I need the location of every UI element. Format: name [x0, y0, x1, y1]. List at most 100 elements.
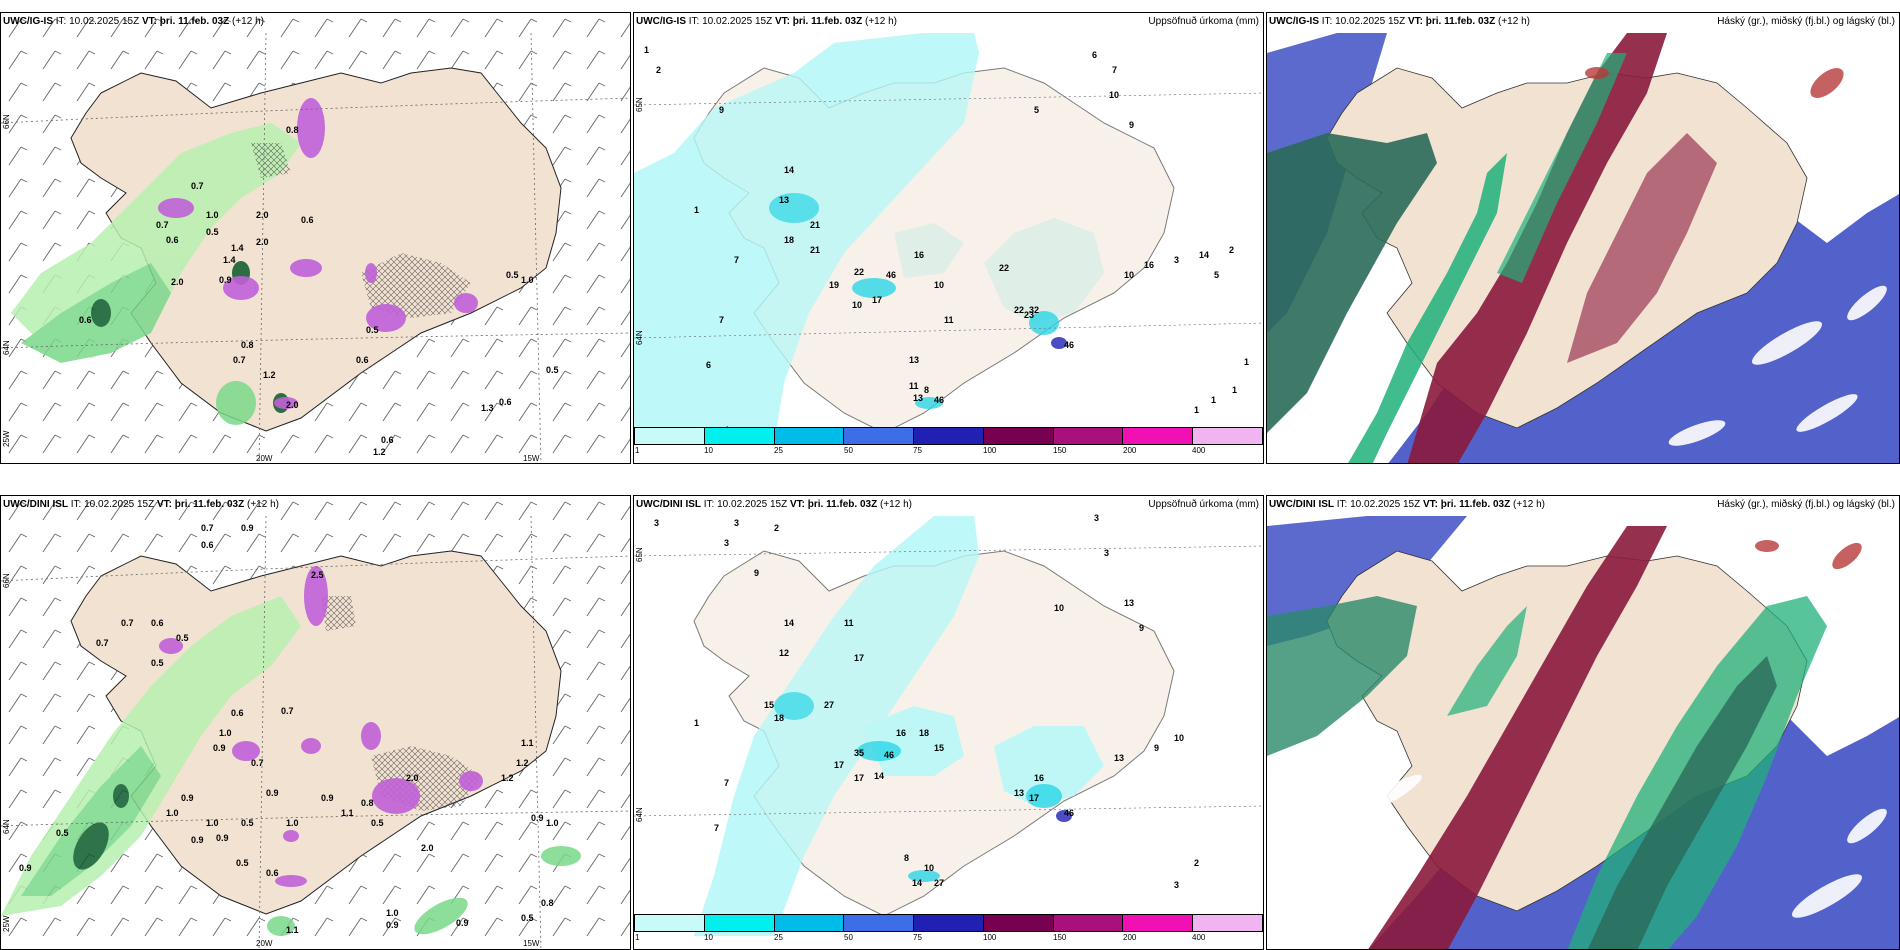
graticule [634, 92, 1263, 339]
svg-text:7: 7 [734, 255, 739, 265]
svg-text:0.6: 0.6 [356, 355, 369, 365]
svg-text:64N: 64N [635, 330, 644, 345]
svg-text:2.0: 2.0 [256, 210, 269, 220]
panel-variable-title: Uppsöfnuð úrkoma (mm) [1148, 16, 1259, 27]
svg-text:0.9: 0.9 [219, 275, 232, 285]
model-name: UWC/DINI ISL [636, 499, 701, 510]
svg-text:0.7: 0.7 [156, 220, 169, 230]
colorbar-bin [914, 428, 984, 444]
svg-text:13: 13 [909, 355, 919, 365]
precip-value-labels: 1 2 9 14 13 18 21 21 1 7 7 6 4 19 22 46 … [644, 45, 1249, 435]
svg-text:7: 7 [714, 823, 719, 833]
svg-text:1.0: 1.0 [206, 818, 219, 828]
colorbar-bin [914, 915, 984, 931]
colorbar-bin [844, 915, 915, 931]
svg-text:9: 9 [754, 568, 759, 578]
svg-text:0.8: 0.8 [541, 898, 554, 908]
svg-text:10: 10 [1109, 90, 1119, 100]
graticule [634, 545, 1263, 817]
colorbar-bin [983, 915, 1054, 931]
svg-text:0.9: 0.9 [386, 920, 399, 930]
lat-label-64n: 64N [2, 819, 11, 834]
precip-map-panel-row2: UWC/DINI ISL IT: 10.02.2025 15Z VT: þri.… [633, 495, 1264, 950]
svg-text:0.5: 0.5 [241, 818, 254, 828]
svg-text:23: 23 [1024, 310, 1034, 320]
wind-value-labels: 0.6 0.8 0.7 0.5 0.6 1.4 0.9 0.8 0.7 1.2 … [79, 125, 559, 457]
svg-text:8: 8 [904, 853, 909, 863]
precip-map-panel-row1: UWC/IG-IS IT: 10.02.2025 15Z VT: þri. 11… [633, 12, 1264, 464]
svg-text:3: 3 [1094, 513, 1099, 523]
precip-value-labels: 3 3 2 3 9 14 12 11 17 27 18 15 1 7 7 35 … [654, 513, 1199, 928]
svg-text:18: 18 [919, 728, 929, 738]
panel-header: UWC/DINI ISL IT: 10.02.2025 15Z VT: þri.… [3, 499, 279, 510]
svg-text:6: 6 [706, 360, 711, 370]
svg-text:21: 21 [810, 220, 820, 230]
svg-text:9: 9 [719, 105, 724, 115]
svg-text:3: 3 [1174, 880, 1179, 890]
svg-text:13: 13 [1124, 598, 1134, 608]
svg-text:0.5: 0.5 [236, 858, 249, 868]
colorbar-bin [635, 915, 705, 931]
svg-text:2.0: 2.0 [421, 843, 434, 853]
svg-text:1.0: 1.0 [286, 818, 299, 828]
precip-colorbar [634, 427, 1263, 445]
model-name: UWC/DINI ISL [1269, 499, 1334, 510]
svg-text:16: 16 [1034, 773, 1044, 783]
colorbar-bin [774, 915, 845, 931]
panel-header: UWC/DINI ISL IT: 10.02.2025 15Z VT: þri.… [636, 499, 912, 510]
svg-text:0.7: 0.7 [281, 706, 294, 716]
svg-text:10: 10 [934, 280, 944, 290]
svg-text:1: 1 [694, 718, 699, 728]
svg-text:1: 1 [1232, 385, 1237, 395]
svg-text:22: 22 [1014, 305, 1024, 315]
accumulated-precip-map: 65N 64N 3 3 2 3 9 14 12 11 17 27 18 15 1… [634, 513, 1263, 936]
svg-text:0.7: 0.7 [251, 758, 264, 768]
svg-text:1: 1 [1244, 357, 1249, 367]
svg-text:10: 10 [852, 300, 862, 310]
model-name: UWC/IG-IS [3, 16, 53, 27]
svg-text:21: 21 [810, 245, 820, 255]
accumulated-precip-map: 65N 64N 1 2 9 14 13 18 21 21 1 7 7 6 4 1… [634, 33, 1263, 443]
svg-text:0.9: 0.9 [456, 918, 469, 928]
lon-label-15w: 15W [523, 939, 540, 948]
svg-text:0.9: 0.9 [531, 813, 544, 823]
svg-text:0.6: 0.6 [166, 235, 179, 245]
svg-text:0.9: 0.9 [216, 833, 229, 843]
svg-text:0.6: 0.6 [266, 868, 279, 878]
svg-text:2: 2 [774, 523, 779, 533]
cloud-map-panel-row1: UWC/IG-IS IT: 10.02.2025 15Z VT: þri. 11… [1266, 12, 1900, 464]
svg-text:8: 8 [924, 385, 929, 395]
graticule [1, 515, 630, 949]
svg-text:16: 16 [896, 728, 906, 738]
cloud-cover-map [1267, 496, 1899, 949]
panel-header: UWC/IG-IS IT: 10.02.2025 15Z VT: þri. 11… [1269, 16, 1530, 27]
svg-text:12: 12 [779, 648, 789, 658]
colorbar-bin [1193, 428, 1263, 444]
svg-text:0.5: 0.5 [176, 633, 189, 643]
colorbar-bin [635, 428, 705, 444]
svg-text:0.9: 0.9 [213, 743, 226, 753]
svg-text:1: 1 [694, 205, 699, 215]
lat-label-66n: 66N [2, 573, 11, 588]
svg-text:10: 10 [1124, 270, 1134, 280]
svg-text:5: 5 [1214, 270, 1219, 280]
svg-text:1.1: 1.1 [341, 808, 354, 818]
svg-text:1: 1 [1211, 395, 1216, 405]
svg-text:16: 16 [914, 250, 924, 260]
panel-header: UWC/DINI ISL IT: 10.02.2025 15Z VT: þri.… [1269, 499, 1545, 510]
svg-text:16: 16 [1144, 260, 1154, 270]
lon-label-25w: 25W [2, 915, 11, 932]
svg-text:2: 2 [656, 65, 661, 75]
svg-text:0.6: 0.6 [499, 397, 512, 407]
svg-text:2.5: 2.5 [311, 570, 324, 580]
svg-text:14: 14 [784, 618, 794, 628]
panel-variable-title: Háský (gr.), miðský (fj.bl.) og lágský (… [1717, 16, 1895, 27]
svg-text:27: 27 [824, 700, 834, 710]
wind-map-panel-row1: UWC/IG-IS IT: 10.02.2025 15Z VT: þri. 11… [0, 12, 631, 464]
svg-text:6: 6 [1092, 50, 1097, 60]
model-name: UWC/DINI ISL [3, 499, 68, 510]
graticule [1, 32, 630, 463]
lat-label-64n: 64N [2, 340, 11, 355]
svg-text:0.6: 0.6 [231, 708, 244, 718]
svg-text:35: 35 [854, 748, 864, 758]
